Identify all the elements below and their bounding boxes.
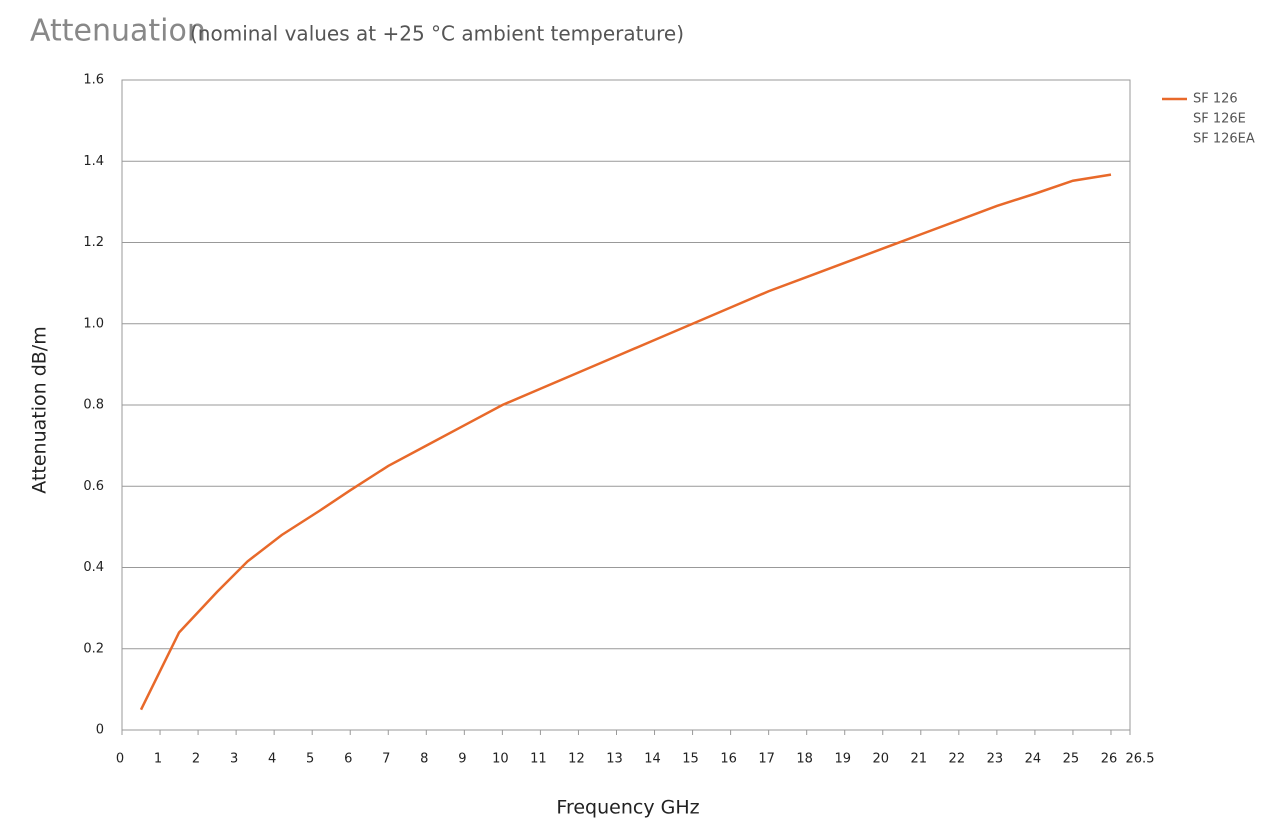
x-tick-label: 18 (796, 752, 813, 767)
legend-label: SF 126 (1193, 92, 1238, 107)
x-tick-label: 2 (192, 752, 200, 767)
x-tick-label: 22 (949, 752, 966, 767)
x-axis-label: Frequency GHz (556, 797, 699, 819)
y-tick-label: 0.2 (83, 641, 104, 656)
legend-label: SF 126EA (1193, 132, 1255, 147)
y-tick-label: 0.6 (83, 479, 104, 494)
x-tick-label: 16 (720, 752, 737, 767)
y-tick-label: 0.8 (83, 398, 104, 413)
x-tick-label: 6 (344, 752, 352, 767)
x-tick-label: 25 (1063, 752, 1080, 767)
data-line (139, 173, 1112, 711)
x-tick-label: 7 (382, 752, 390, 767)
x-tick-label: 0 (116, 752, 124, 767)
x-tick-label: 15 (682, 752, 699, 767)
x-tick-label: 8 (420, 752, 428, 767)
x-tick-label: 5 (306, 752, 314, 767)
x-tick-label: 26 (1101, 752, 1118, 767)
y-tick-label: 1.0 (83, 316, 104, 331)
x-tick-label: 10 (492, 752, 509, 767)
x-tick-label: 1 (154, 752, 162, 767)
x-tick-label: 26.5 (1126, 752, 1155, 767)
y-tick-label: 0.4 (83, 560, 104, 575)
x-tick-label: 24 (1025, 752, 1042, 767)
x-tick-label: 9 (458, 752, 466, 767)
x-tick-label: 3 (230, 752, 238, 767)
x-tick-label: 11 (530, 752, 547, 767)
chart-title: Attenuation (30, 14, 206, 49)
x-tick-label: 20 (872, 752, 889, 767)
x-tick-label: 12 (568, 752, 585, 767)
y-tick-label: 1.2 (83, 235, 104, 250)
x-tick-label: 14 (644, 752, 661, 767)
x-tick-label: 17 (758, 752, 775, 767)
x-tick-label: 23 (987, 752, 1004, 767)
chart-subtitle: (nominal values at +25 °C ambient temper… (190, 22, 684, 46)
y-tick-label: 1.6 (83, 73, 104, 88)
x-tick-label: 4 (268, 752, 276, 767)
y-axis-label: Attenuation dB/m (29, 326, 51, 493)
x-tick-label: 21 (911, 752, 928, 767)
x-tick-label: 19 (834, 752, 851, 767)
legend-label: SF 126E (1193, 112, 1246, 127)
x-tick-label: 13 (606, 752, 623, 767)
y-tick-label: 1.4 (83, 154, 104, 169)
y-tick-label: 0 (96, 723, 104, 738)
